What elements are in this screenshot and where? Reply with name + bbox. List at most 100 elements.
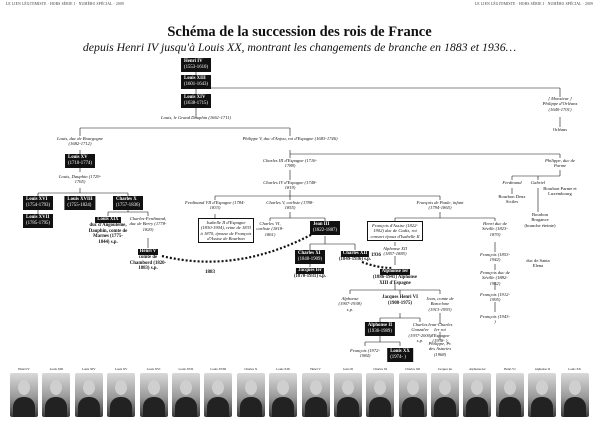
portrait-image: [528, 373, 557, 417]
portrait-image: [398, 373, 427, 417]
page-title: Schéma de la succession des rois de Fran…: [167, 24, 432, 40]
portrait-14: Alphonse Ier: [461, 367, 493, 419]
header-left: LE LIEN LÉGITIMISTE · HORS SÉRIE I · NUM…: [6, 2, 124, 6]
portrait-image: [366, 373, 395, 417]
node-louis17: Louis XVII (1785-1795): [23, 214, 53, 228]
node-juan-carlos: Jean-Charles Ier roi d'Espagne (1938- ): [427, 322, 453, 343]
portrait-0: Henri IV: [8, 367, 40, 419]
portrait-label: Henri V: [310, 367, 321, 371]
node-louis16: Louis XVI (1754-1793): [23, 196, 53, 210]
node-duc-santa-elena: duc de Santa Elena: [526, 258, 550, 269]
portrait-label: Henri VI: [504, 367, 516, 371]
portrait-label: Louis XIV: [81, 367, 96, 371]
portrait-label: Charles X: [244, 367, 258, 371]
portrait-image: [560, 373, 589, 417]
portrait-image: [171, 373, 200, 417]
portrait-9: Henri V: [300, 367, 332, 419]
node-alphonse12: Alphonse XII (1857-1885): [382, 246, 408, 257]
portrait-image: [431, 373, 460, 417]
portrait-6: Louis XVIII: [202, 367, 234, 419]
portrait-3: Louis XV: [105, 367, 137, 419]
node-philippe-parme: Philippe, duc de Parme: [545, 158, 575, 169]
portrait-label: Louis XIII: [49, 367, 64, 371]
portrait-label: Louis XVI: [146, 367, 161, 371]
node-jacques-henri6: Jacques Henri VI (1908-1975): [382, 295, 418, 306]
year-1883: 1883: [205, 270, 215, 275]
portrait-5: Louis XVII: [170, 367, 202, 419]
portrait-label: Alphonse II: [534, 367, 550, 371]
portrait-label: Charles XII: [405, 367, 421, 371]
portrait-label: Jean III: [343, 367, 353, 371]
portrait-image: [301, 373, 330, 417]
portrait-image: [10, 373, 38, 417]
node-charles-gonzalve: Charles Gonzalve (1937-2000) s.p.: [408, 322, 432, 343]
portrait-11: Charles XI: [364, 367, 396, 419]
portrait-image: [463, 373, 492, 417]
page-subtitle: depuis Henri IV jusqu'à Louis XX, montra…: [82, 40, 517, 54]
portrait-17: Louis XX: [559, 367, 591, 419]
node-philippe-asturies: Philippe, Pr. des Asturies (1968): [428, 341, 452, 357]
node-alphonse1: Alphonse Ier (1886-1941) Alphonse XIII d…: [372, 269, 418, 286]
node-louis-dauphin: Louis, Dauphin (1729-1765): [59, 174, 101, 185]
portrait-1: Louis XIII: [40, 367, 72, 419]
node-henri5: Henri V comte de Chambord (1820-1883) s.…: [129, 249, 167, 272]
portrait-image: [236, 373, 265, 417]
node-francois-1882: François duc de Séville (1882-1952): [480, 270, 510, 286]
node-bourgogne: Louis, duc de Bourgogne (1682-1712): [56, 136, 104, 147]
portrait-4: Louis XVI: [138, 367, 170, 419]
portrait-image: [139, 373, 168, 417]
node-francois-1943: François (1943- ): [480, 314, 510, 325]
node-isabelle2: Isabelle II d'Espagne (1830-1904), reine…: [198, 218, 254, 244]
node-francois-1853: François (1853-1942): [480, 252, 510, 263]
node-charles11: Charles XI (1848-1909): [295, 250, 325, 264]
node-louis18: Louis XVIII (1755-1824): [64, 196, 96, 210]
node-alphonse2: Alphonse II (1936-1989): [364, 322, 396, 336]
node-charles4: Charles IV d'Espagne (1748-1819): [263, 180, 317, 191]
node-francois-1972: François (1972-1984): [350, 348, 380, 359]
node-charles12: Charles XII (1849-1936) s.p.: [338, 251, 372, 262]
node-louis19: Louis XIX duc d'Angoulême, Dauphin, comt…: [88, 217, 128, 245]
portrait-8: Louis XIX: [267, 367, 299, 419]
year-1936: 1936: [371, 253, 381, 258]
node-gabriel: Gabriel: [530, 180, 546, 185]
node-jacques1: Jacques Ier (1870-1931) s.p.: [293, 268, 327, 279]
succession-transfer-1936: [361, 260, 393, 270]
node-charles-ferdinand: Charles-Ferdinand, duc de Berry (1778-18…: [129, 216, 167, 232]
portrait-image: [204, 373, 233, 417]
node-charles6: Charles VI, carliste (1818-1861): [256, 221, 284, 237]
portrait-image: [269, 373, 298, 417]
portrait-image: [42, 373, 71, 417]
header-right: LE LIEN LÉGITIMISTE · HORS SÉRIE I · NUM…: [475, 2, 593, 6]
portrait-image: [107, 373, 136, 417]
portrait-label: Louis XVIII: [210, 367, 227, 371]
node-grand-dauphin: Louis, le Grand Dauphin (1661-1711): [161, 115, 231, 120]
node-francois-1912: François (1912-1995): [480, 292, 510, 303]
portrait-label: Jacques Ier: [437, 367, 453, 371]
node-louis15: Louis XV (1710-1774): [65, 154, 95, 168]
node-jean-barcelone: Jean, comte de Barcelone (1913-1993): [426, 296, 454, 312]
node-ferdinand: Ferdinand: [502, 180, 522, 185]
node-francois-paule: François de Paule, infant (1794-1865): [416, 200, 464, 211]
node-ferdinand7: Ferdinand VII d'Espagne (1784-1833): [185, 200, 245, 211]
node-jean3: Jean III (1822-1887): [310, 221, 340, 235]
node-henri-seville: Henri duc de Séville (1823-1870): [482, 221, 508, 237]
portrait-image: [333, 373, 362, 417]
portrait-label: Henri IV: [18, 367, 30, 371]
node-bourbon-parme: Bourbon Parme et Luxembourg: [543, 186, 577, 197]
portrait-15: Henri VI: [494, 367, 526, 419]
node-louis13: Louis XIII (1601-1643): [181, 75, 211, 89]
portrait-12: Charles XII: [397, 367, 429, 419]
portrait-strip: Henri IV Louis XIII Louis XIV Louis XV Louis…: [8, 367, 591, 419]
portrait-label: Louis XVII: [178, 367, 194, 371]
node-francois-assise: François d'Assise (1822-1902) duc de Cad…: [367, 221, 423, 241]
portrait-label: Louis XX: [568, 367, 581, 371]
node-bourbon-deux-siciles: Bourbon Deux Siciles: [498, 194, 526, 205]
portrait-image: [74, 373, 103, 417]
node-philippe5: Philippe V, duc d'Anjou, roi d'Espagne (…: [242, 136, 338, 141]
portrait-13: Jacques Ier: [429, 367, 461, 419]
node-louis20: Louis XX (1974- ): [387, 348, 413, 362]
node-alphonse-1907: Alphonse (1907-1938) s.p.: [338, 296, 362, 312]
portrait-label: Charles XI: [373, 367, 388, 371]
portrait-16: Alphonse II: [526, 367, 558, 419]
